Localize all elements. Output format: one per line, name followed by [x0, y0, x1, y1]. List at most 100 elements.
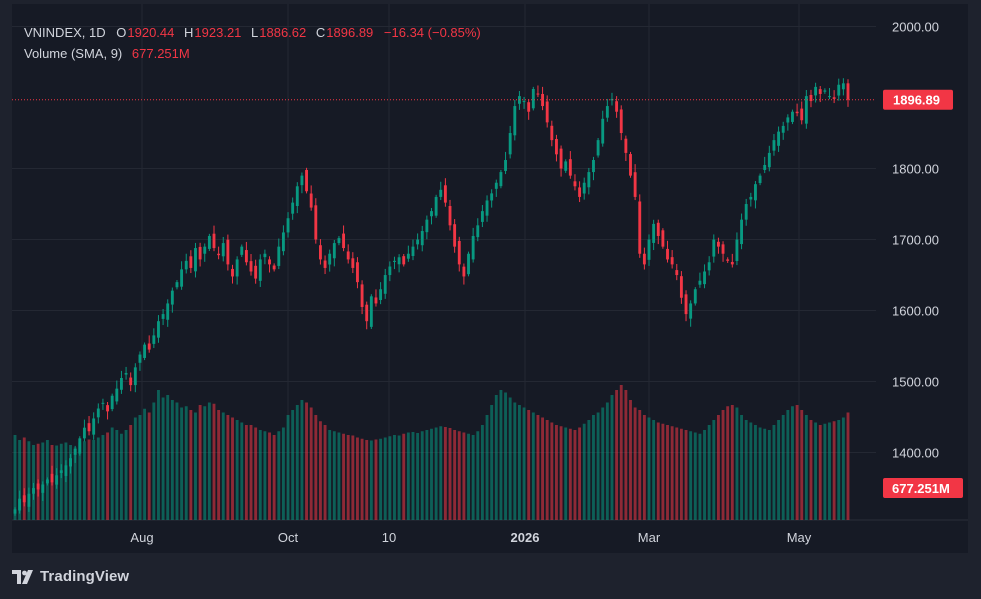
- candle-body: [101, 402, 105, 404]
- volume-bar: [777, 420, 781, 520]
- candle-body: [726, 259, 730, 261]
- candle-body: [152, 335, 156, 344]
- volume-bar: [804, 415, 808, 520]
- candle-body: [550, 125, 554, 141]
- candle-body: [541, 93, 545, 107]
- candle-body: [522, 101, 526, 103]
- volume-badge: [883, 478, 963, 498]
- volume-bar: [115, 430, 119, 520]
- price-chart[interactable]: 1400.00 1500.00 1600.00 1700.00 1800.00 2000.…: [12, 4, 968, 553]
- volume-bar: [106, 432, 109, 520]
- volume-bar: [184, 406, 188, 520]
- candle-body: [448, 206, 452, 226]
- volume-legend[interactable]: Volume (SMA, 9) 677.251M: [24, 46, 190, 61]
- candle-body: [360, 284, 364, 307]
- candle-body: [476, 225, 480, 238]
- volume-bar: [716, 415, 720, 520]
- candle-body: [767, 152, 771, 168]
- volume-bar: [402, 433, 406, 520]
- volume-bar: [328, 430, 332, 520]
- volume-bar: [416, 433, 420, 520]
- volume-bar: [800, 410, 804, 520]
- close-label: C: [315, 25, 326, 40]
- candle-body: [587, 172, 591, 188]
- chart-area[interactable]: 1400.00 1500.00 1600.00 1700.00 1800.00 2000.…: [12, 4, 968, 553]
- volume-bar: [453, 430, 457, 520]
- last-price-badge: [883, 89, 953, 110]
- candle-body: [129, 377, 133, 386]
- candle-body: [573, 181, 577, 187]
- volume-bar: [369, 440, 373, 520]
- change-value: −16.34 (−0.85%): [383, 25, 481, 40]
- volume-bar: [610, 395, 614, 520]
- tradingview-logo-icon: [12, 569, 33, 584]
- candle-body: [346, 251, 350, 260]
- candle-body: [277, 246, 281, 266]
- candle-body: [50, 473, 54, 483]
- candle-body: [92, 418, 96, 435]
- candle-body: [490, 193, 494, 201]
- price-axis[interactable]: 1400.00 1500.00 1600.00 1700.00 1800.00 2000.…: [892, 20, 939, 461]
- candle-body: [633, 172, 637, 197]
- volume-bar: [656, 422, 660, 520]
- volume-bar: [124, 430, 128, 520]
- candle-body: [661, 230, 665, 247]
- x-tick-label: Mar: [638, 530, 661, 545]
- candle-body: [249, 261, 253, 272]
- ohlc-legend[interactable]: VNINDEX, 1D O1920.44 H1923.21 L1886.62 C…: [24, 25, 481, 40]
- volume-bar: [624, 390, 628, 520]
- volume-bar: [684, 430, 688, 520]
- candle-body: [494, 182, 498, 189]
- candle-body: [388, 266, 392, 276]
- volume-bar: [22, 437, 26, 520]
- high-value: 1923.21: [194, 25, 242, 40]
- volume-bar: [818, 425, 822, 520]
- tradingview-logo[interactable]: TradingView: [12, 568, 129, 585]
- close-value: 1896.89: [326, 25, 374, 40]
- volume-indicator-label[interactable]: Volume (SMA, 9): [24, 46, 123, 61]
- volume-bar: [356, 437, 359, 520]
- volume-bar: [337, 432, 341, 520]
- candle-body: [744, 204, 748, 220]
- candle-body: [800, 108, 804, 121]
- volume-bar: [388, 436, 392, 520]
- volume-bar: [601, 407, 605, 520]
- volume-bar: [420, 431, 424, 520]
- candle-body: [351, 258, 355, 268]
- candle-body: [485, 200, 489, 216]
- candle-body: [504, 160, 507, 171]
- candle-body: [133, 367, 137, 386]
- candle-body: [281, 232, 285, 252]
- candle-body: [138, 354, 142, 363]
- candle-body: [832, 97, 836, 99]
- volume-bar: [814, 422, 818, 520]
- volume-bar: [13, 435, 17, 520]
- candle-body: [656, 222, 660, 236]
- volume-bar: [397, 435, 401, 520]
- candle-body: [689, 303, 693, 319]
- volume-bar: [462, 432, 466, 520]
- candle-body: [286, 218, 290, 233]
- candle-body: [684, 294, 688, 315]
- candle-body: [513, 106, 517, 136]
- candle-body: [786, 117, 790, 123]
- candle-body: [814, 86, 818, 96]
- volume-bar: [346, 435, 350, 520]
- volume-bar: [721, 410, 725, 520]
- volume-bar: [18, 440, 22, 520]
- candle-body: [693, 289, 697, 304]
- volume-bar: [485, 415, 489, 520]
- time-axis[interactable]: Aug Oct 10 2026 Mar May: [130, 530, 811, 545]
- volume-bar: [161, 397, 165, 520]
- volume-bar: [647, 417, 651, 520]
- volume-bar: [841, 417, 845, 520]
- candle-body: [846, 83, 850, 100]
- volume-bar: [207, 402, 211, 520]
- symbol-label[interactable]: VNINDEX, 1D: [24, 25, 106, 40]
- volume-bar: [823, 423, 827, 520]
- candle-body: [212, 233, 216, 249]
- candle-body: [818, 89, 822, 94]
- candle-body: [207, 235, 211, 249]
- candle-body: [263, 253, 267, 258]
- candle-body: [383, 275, 387, 294]
